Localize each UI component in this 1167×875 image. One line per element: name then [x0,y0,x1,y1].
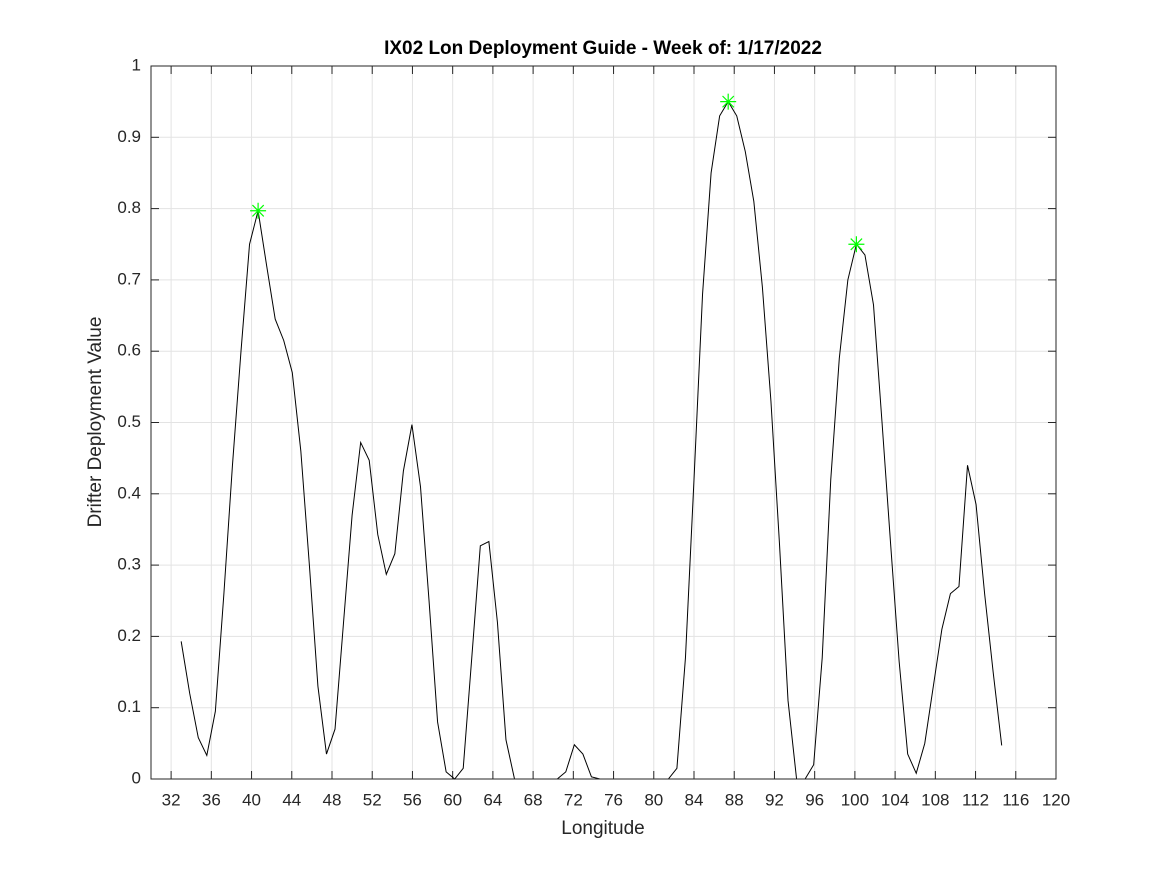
y-axis-label: Drifter Deployment Value [85,317,106,528]
x-tick-label: 108 [921,790,949,809]
axes-box [150,65,1057,780]
x-tick-label: 52 [363,790,382,809]
y-tick-label: 0.9 [117,127,141,146]
chart-title: IX02 Lon Deployment Guide - Week of: 1/1… [384,38,822,59]
x-tick-label: 100 [841,790,869,809]
y-tick-label: 0 [132,768,141,787]
y-tick-label: 0.1 [117,697,141,716]
data-line [180,100,1003,780]
y-tick-label: 0.5 [117,412,141,431]
y-tick-label: 0.2 [117,626,141,645]
peak-marker [250,202,267,219]
y-tick-label: 0.3 [117,555,141,574]
x-tick-label: 60 [443,790,462,809]
y-tick-label: 1 [132,55,141,74]
x-tick-label: 120 [1042,790,1070,809]
x-tick-label: 80 [644,790,663,809]
peak-marker [848,236,865,253]
y-tick-label: 0.7 [117,269,141,288]
x-tick-label: 76 [604,790,623,809]
x-tick-label: 96 [805,790,824,809]
x-axis-label: Longitude [561,818,644,839]
marker-stroke [850,238,863,251]
x-tick-label: 40 [242,790,261,809]
x-tick-label: 48 [323,790,342,809]
x-tick-label: 56 [403,790,422,809]
y-tick-label: 0.4 [117,483,141,502]
x-tick-label: 92 [765,790,784,809]
x-tick-label: 72 [564,790,583,809]
y-tick-label: 0.6 [117,341,141,360]
x-tick-label: 32 [162,790,181,809]
x-tick-label: 116 [1002,790,1029,809]
x-tick-label: 64 [483,790,502,809]
peak-marker [720,93,737,110]
x-tick-label: 44 [282,790,301,809]
plot [180,93,1003,780]
marker-stroke [252,204,265,217]
y-tick-label: 0.8 [117,198,141,217]
x-tick-label: 112 [962,790,989,809]
marker-stroke [722,95,735,108]
x-tick-label: 88 [725,790,744,809]
x-tick-label: 84 [685,790,704,809]
x-tick-label: 68 [524,790,543,809]
x-tick-label: 36 [202,790,221,809]
x-tick-label: 104 [881,790,909,809]
